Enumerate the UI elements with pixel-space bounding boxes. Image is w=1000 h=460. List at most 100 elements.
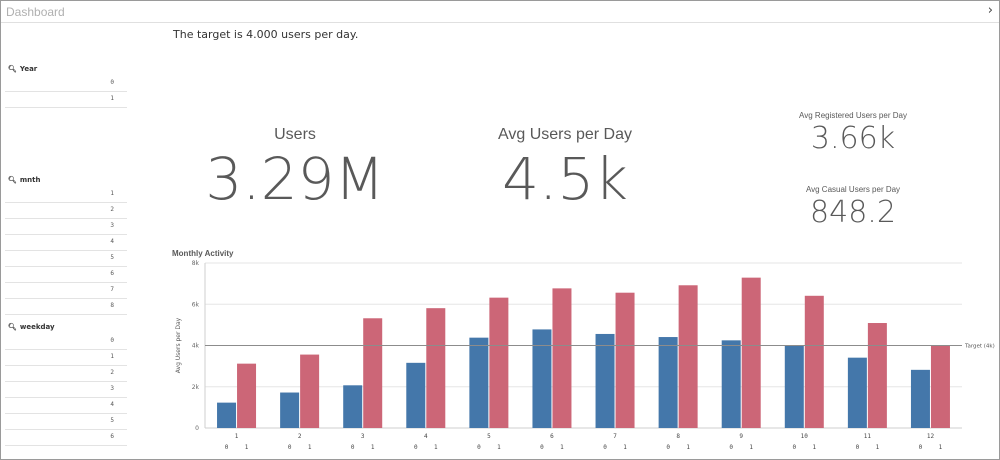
list-item[interactable]: 1 [5,187,127,203]
filter-year-label: Year [19,65,38,73]
x-sub-label: 0 [856,444,860,451]
bar-series-1 [426,308,446,428]
x-sub-label: 1 [623,444,627,451]
bar-series-1 [363,318,383,428]
filter-weekday-header[interactable]: 🔍︎ weekday [5,320,127,334]
list-item[interactable]: 6 [5,267,127,283]
bar-series-1 [678,285,698,428]
bar-series-1 [804,295,824,428]
y-tick-label: 4k [192,343,200,350]
bar-series-0 [406,362,426,428]
x-sub-label: 0 [603,444,607,451]
list-item[interactable]: 2 [5,366,127,382]
x-sub-label: 0 [225,444,229,451]
bar-series-1 [615,292,635,428]
list-item[interactable]: 5 [5,251,127,267]
kpi-avg-users-value: 4.5k [502,145,628,213]
x-tick-label: 10 [801,433,809,440]
list-item[interactable]: 1 [5,92,127,108]
kpi-avg-users-label: Avg Users per Day [498,126,632,143]
bar-series-0 [595,333,615,428]
x-tick-label: 5 [487,433,491,440]
x-sub-label: 1 [939,444,943,451]
target-reference-label: Target (4k) [964,344,995,350]
list-item[interactable]: 2 [5,203,127,219]
kpi-users-label: Users [274,126,316,143]
bar-series-1 [741,277,761,428]
x-tick-label: 4 [424,433,428,440]
y-tick-label: 0 [195,425,199,432]
list-item[interactable]: 4 [5,398,127,414]
filter-weekday-label: weekday [19,323,55,331]
x-sub-label: 0 [729,444,733,451]
bar-series-0 [217,402,237,428]
top-bar: Dashboard › [1,1,999,23]
chart-title: Monthly Activity [172,249,234,258]
bar-series-0 [532,329,552,428]
bar-series-0 [784,345,804,428]
x-tick-label: 3 [361,433,365,440]
x-sub-label: 0 [919,444,923,451]
app-title: Dashboard [6,5,65,19]
list-item[interactable]: 5 [5,414,127,430]
y-tick-label: 6k [192,301,200,308]
list-item[interactable]: 1 [5,350,127,366]
bar-series-1 [930,345,950,428]
x-tick-label: 12 [927,433,935,440]
search-icon: 🔍︎ [8,65,17,73]
bar-series-1 [489,297,509,428]
bar-series-0 [721,340,741,428]
x-tick-label: 7 [613,433,617,440]
kpi-avg-registered-label: Avg Registered Users per Day [799,111,907,120]
x-sub-label: 1 [560,444,564,451]
x-sub-label: 1 [749,444,753,451]
target-text: The target is 4.000 users per day. [173,28,359,41]
filter-mnth-header[interactable]: 🔍︎ mnth [5,173,127,187]
list-item[interactable]: 6 [5,430,127,446]
y-tick-label: 2k [192,384,200,391]
list-item[interactable]: 4 [5,235,127,251]
x-sub-label: 0 [477,444,481,451]
x-tick-label: 11 [864,433,872,440]
y-axis-label: Avg Users per Day [175,317,182,373]
x-sub-label: 1 [876,444,880,451]
list-item[interactable]: 3 [5,382,127,398]
search-icon: 🔍︎ [8,323,17,331]
x-sub-label: 1 [812,444,816,451]
bar-series-1 [237,363,257,428]
filter-mnth-label: mnth [19,176,41,184]
bar-series-0 [910,369,930,428]
list-item[interactable]: 7 [5,283,127,299]
x-tick-label: 6 [550,433,554,440]
kpi-avg-casual-label: Avg Casual Users per Day [805,185,901,194]
x-sub-label: 1 [308,444,312,451]
list-item[interactable]: 0 [5,334,127,350]
x-sub-label: 1 [686,444,690,451]
x-sub-label: 1 [245,444,249,451]
kpi-users-value: 3.29M [205,145,385,213]
list-item[interactable]: 0 [5,76,127,92]
chevron-right-icon[interactable]: › [987,3,993,18]
x-sub-label: 1 [371,444,375,451]
filter-weekday[interactable]: 🔍︎ weekday 0 1 2 3 4 5 6 [5,320,127,446]
x-sub-label: 0 [792,444,796,451]
bar-series-0 [469,337,489,428]
list-item[interactable]: 3 [5,219,127,235]
filter-mnth[interactable]: 🔍︎ mnth 1 2 3 4 5 6 7 8 [5,173,127,315]
bar-series-1 [552,288,572,428]
list-item[interactable]: 8 [5,299,127,315]
bar-series-0 [343,385,363,428]
x-tick-label: 1 [235,433,239,440]
x-tick-label: 2 [298,433,302,440]
x-tick-label: 8 [676,433,680,440]
filter-year-header[interactable]: 🔍︎ Year [5,62,127,76]
y-tick-label: 8k [192,260,200,267]
x-sub-label: 0 [351,444,355,451]
filter-year[interactable]: 🔍︎ Year 0 1 [5,62,127,108]
search-icon: 🔍︎ [8,176,17,184]
x-sub-label: 0 [666,444,670,451]
bar-series-0 [658,337,678,428]
x-sub-label: 0 [288,444,292,451]
bar-series-1 [867,323,887,428]
